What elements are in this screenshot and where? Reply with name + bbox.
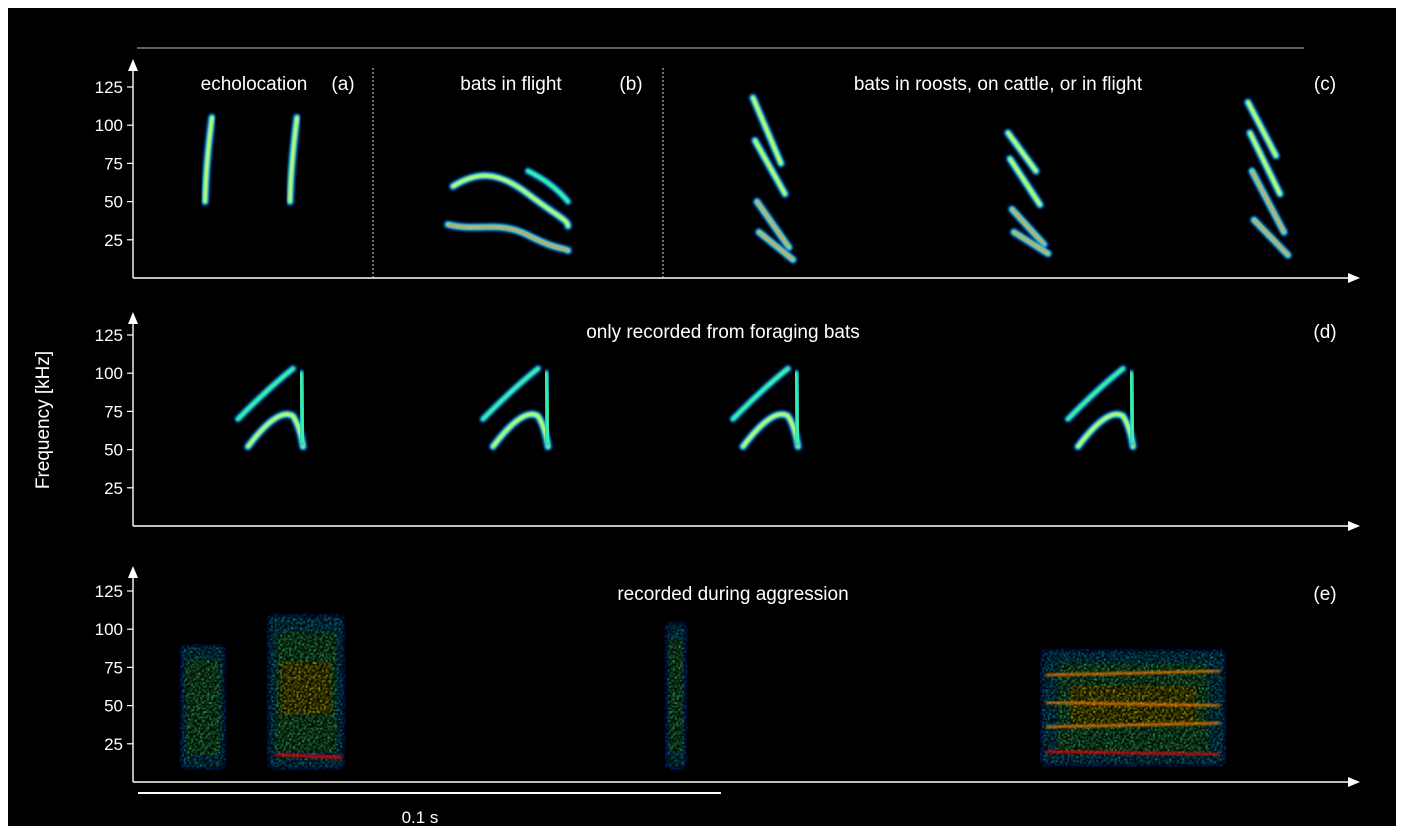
call-mark bbox=[1040, 649, 1226, 767]
y-tick-label: 50 bbox=[104, 193, 123, 212]
call-mark bbox=[275, 752, 343, 760]
call-mark bbox=[267, 613, 345, 770]
spectrogram-svg: 25 50 75 100 125 25 50 75 100 125 25 50 75 100 125 Freq… bbox=[33, 47, 1360, 826]
y-tick-label: 50 bbox=[104, 441, 123, 460]
x-axis-arrow bbox=[1348, 521, 1360, 531]
call-mark bbox=[234, 364, 297, 424]
call-mark bbox=[1064, 364, 1127, 424]
call-mark bbox=[1009, 227, 1053, 259]
call-mark bbox=[479, 364, 542, 424]
panel-title: bats in roosts, on cattle, or in flight bbox=[854, 74, 1143, 95]
y-tick-label: 125 bbox=[95, 326, 123, 345]
panel-title: only recorded from foraging bats bbox=[586, 322, 860, 343]
panel-label: (c) bbox=[1314, 74, 1336, 95]
call-mark bbox=[443, 220, 573, 255]
call-mark bbox=[1243, 97, 1281, 161]
y-tick-label: 125 bbox=[95, 582, 123, 601]
call-mark bbox=[488, 409, 553, 452]
call-mark bbox=[448, 171, 573, 231]
x-axis-arrow bbox=[1348, 273, 1360, 283]
y-tick-label: 50 bbox=[104, 697, 123, 716]
call-mark bbox=[792, 369, 802, 446]
y-axis-arrow bbox=[128, 59, 138, 71]
call-mark bbox=[754, 227, 798, 265]
call-mark bbox=[180, 644, 226, 770]
call-mark bbox=[750, 135, 790, 199]
call-mark bbox=[1073, 409, 1138, 452]
call-mark bbox=[1005, 154, 1045, 210]
call-mark bbox=[748, 93, 786, 168]
call-mark bbox=[1045, 701, 1221, 707]
scale-bar-label: 0.1 s bbox=[402, 808, 439, 826]
call-mark bbox=[200, 113, 217, 207]
panel-label: (e) bbox=[1313, 584, 1336, 605]
y-axis-label: Frequency [kHz] bbox=[33, 351, 54, 489]
call-mark bbox=[1045, 669, 1221, 677]
y-tick-label: 75 bbox=[104, 658, 123, 677]
panel-label: (b) bbox=[619, 74, 642, 95]
y-tick-label: 125 bbox=[95, 78, 123, 97]
y-tick-label: 100 bbox=[95, 116, 123, 135]
call-mark bbox=[1249, 215, 1293, 260]
call-mark bbox=[1045, 721, 1221, 729]
panel-title: bats in flight bbox=[460, 74, 562, 95]
y-axis-arrow bbox=[128, 312, 138, 324]
call-mark bbox=[243, 409, 308, 452]
spectrogram-figure: 25 50 75 100 125 25 50 75 100 125 25 50 75 100 125 Freq… bbox=[8, 8, 1396, 826]
call-mark bbox=[1045, 750, 1221, 756]
call-mark bbox=[738, 409, 803, 452]
x-axis-arrow bbox=[1348, 777, 1360, 787]
call-mark bbox=[1003, 128, 1041, 176]
call-mark bbox=[1007, 204, 1049, 249]
call-mark bbox=[729, 364, 792, 424]
y-tick-label: 100 bbox=[95, 364, 123, 383]
call-mark bbox=[285, 113, 302, 207]
y-tick-label: 100 bbox=[95, 620, 123, 639]
panel-row-3: 25 50 75 100 125 bbox=[95, 566, 1360, 787]
y-tick-label: 25 bbox=[104, 231, 123, 250]
y-tick-label: 75 bbox=[104, 154, 123, 173]
panel-title: echolocation bbox=[201, 74, 308, 95]
panel-title: recorded during aggression bbox=[617, 584, 848, 605]
y-tick-label: 25 bbox=[104, 479, 123, 498]
call-mark bbox=[524, 167, 572, 206]
panel-label: (d) bbox=[1313, 322, 1336, 343]
call-mark bbox=[665, 621, 687, 770]
call-mark bbox=[1127, 369, 1137, 446]
y-tick-label: 75 bbox=[104, 402, 123, 421]
y-tick-label: 25 bbox=[104, 735, 123, 754]
panel-row-1: 25 50 75 100 125 bbox=[95, 59, 1360, 283]
call-mark bbox=[752, 197, 794, 252]
call-mark bbox=[1245, 128, 1285, 199]
panel-label: (a) bbox=[331, 74, 354, 95]
call-mark bbox=[297, 369, 307, 446]
panel-row-2: 25 50 75 100 125 bbox=[95, 312, 1360, 531]
call-mark bbox=[542, 369, 552, 446]
y-axis-arrow bbox=[128, 566, 138, 578]
call-mark bbox=[1247, 166, 1289, 237]
